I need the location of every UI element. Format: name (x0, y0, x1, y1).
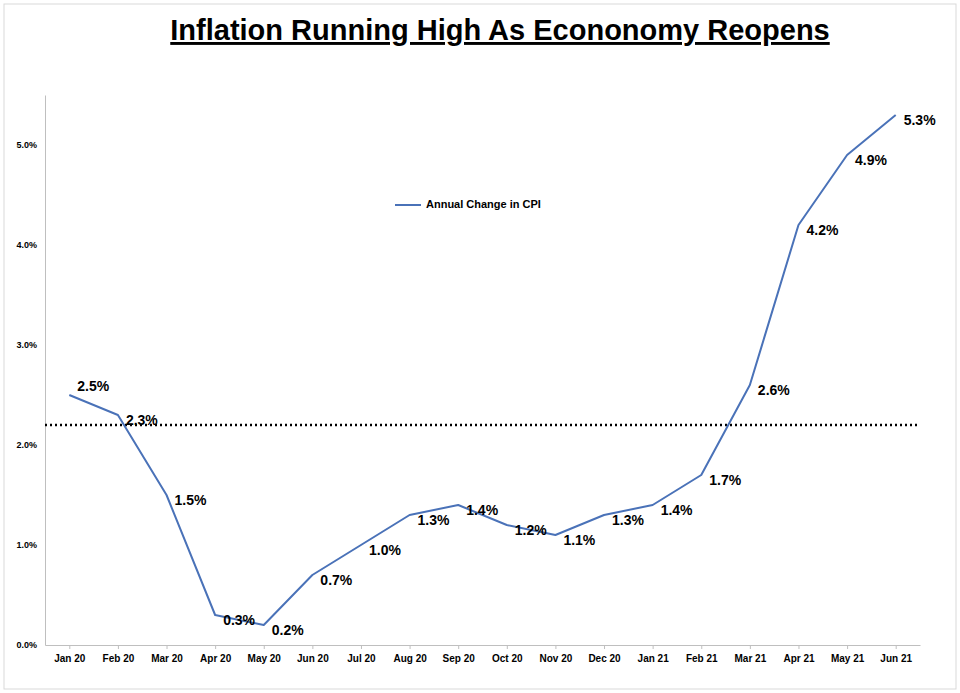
x-tick-label: Oct 20 (492, 653, 523, 664)
y-tick-label: 4.0% (16, 240, 37, 250)
legend: Annual Change in CPI (395, 198, 541, 210)
data-label: 0.2% (272, 622, 304, 638)
y-tick: 3.0% (16, 340, 45, 350)
x-tick-label: Jan 20 (54, 653, 86, 664)
x-tick-label: Dec 20 (588, 653, 621, 664)
legend-label: Annual Change in CPI (426, 198, 541, 210)
x-tick-label: May 21 (831, 653, 865, 664)
x-tick-mark (750, 645, 751, 649)
x-tick: Aug 20 (393, 645, 427, 664)
x-tick-mark (458, 645, 459, 649)
y-tick: 5.0% (16, 140, 45, 150)
data-label: 4.9% (855, 152, 887, 168)
series-line (69, 115, 895, 625)
legend-entry: Annual Change in CPI (395, 198, 541, 210)
x-tick: Jul 20 (347, 645, 376, 664)
data-label: 1.4% (661, 502, 693, 518)
y-tick: 1.0% (16, 540, 45, 550)
x-tick-label: Nov 20 (540, 653, 573, 664)
data-label: 0.7% (320, 572, 352, 588)
x-tick: Mar 20 (151, 645, 183, 664)
x-tick-label: Mar 21 (735, 653, 767, 664)
x-tick-label: Jun 20 (297, 653, 329, 664)
x-tick-label: Feb 21 (686, 653, 718, 664)
x-tick-mark (896, 645, 897, 649)
x-tick-mark (847, 645, 848, 649)
legend-swatch (395, 204, 421, 206)
x-tick-mark (701, 645, 702, 649)
x-tick-mark (410, 645, 411, 649)
data-label: 0.3% (223, 612, 255, 628)
x-tick: Jun 20 (297, 645, 329, 664)
x-axis-line (46, 645, 921, 646)
data-label: 1.5% (175, 492, 207, 508)
x-tick-mark (555, 645, 556, 649)
x-tick-label: Sep 20 (443, 653, 476, 664)
chart-frame (4, 4, 956, 689)
data-label: 1.3% (418, 512, 450, 528)
data-labels: 2.5% 2.3% 1.5% 0.3% 0.2% 0.7% 1.0% 1.3% 1.4% 1.2%… (77, 112, 936, 638)
y-axis-line (45, 96, 46, 646)
x-tick-mark (167, 645, 168, 649)
x-tick-mark (798, 645, 799, 649)
title: Inflation Running High As Econonomy Reop… (170, 14, 829, 46)
x-tick: Feb 20 (103, 645, 135, 664)
y-tick: 0.0% (16, 640, 45, 650)
chart: Inflation Running High As Econonomy Reop… (0, 0, 960, 693)
data-label: 4.2% (806, 222, 838, 238)
y-tick-label: 0.0% (16, 640, 37, 650)
x-tick-label: Mar 20 (151, 653, 183, 664)
data-label: 1.1% (563, 532, 595, 548)
y-axis: 0.0% 1.0% 2.0% 3.0% 4.0% 5.0% (16, 96, 45, 651)
x-tick-mark (653, 645, 654, 649)
x-tick-mark (507, 645, 508, 649)
x-tick: Dec 20 (588, 645, 621, 664)
x-tick: Mar 21 (735, 645, 767, 664)
y-tick-label: 5.0% (16, 140, 37, 150)
x-tick: May 20 (248, 645, 282, 664)
x-tick: Jan 21 (638, 645, 670, 664)
data-label: 1.3% (612, 512, 644, 528)
data-label: 1.7% (709, 472, 741, 488)
x-tick-label: Apr 21 (783, 653, 815, 664)
x-tick: Nov 20 (540, 645, 573, 664)
x-tick-label: Apr 20 (200, 653, 232, 664)
data-label: 1.2% (515, 522, 547, 538)
x-tick: May 21 (831, 645, 865, 664)
data-label: 2.6% (758, 382, 790, 398)
x-tick-mark (604, 645, 605, 649)
data-label: 2.5% (77, 378, 109, 394)
x-tick-label: Feb 20 (103, 653, 135, 664)
data-label: 1.4% (466, 502, 498, 518)
x-axis: Jan 20 Feb 20 Mar 20 Apr 20 May 20 Jun 20 Jul … (46, 645, 921, 664)
x-tick: Apr 20 (200, 645, 232, 664)
data-label: 2.3% (126, 412, 158, 428)
plot-area (45, 115, 920, 625)
x-tick-label: Jan 21 (638, 653, 670, 664)
y-tick: 4.0% (16, 240, 45, 250)
x-tick: Feb 21 (686, 645, 718, 664)
x-tick-label: Jul 20 (347, 653, 376, 664)
reference-line (45, 424, 920, 427)
x-tick: Oct 20 (492, 645, 523, 664)
x-tick-mark (361, 645, 362, 649)
x-tick-label: Jun 21 (880, 653, 912, 664)
x-tick-label: May 20 (248, 653, 282, 664)
x-tick-mark (69, 645, 70, 649)
x-tick-mark (312, 645, 313, 649)
x-tick: Jun 21 (880, 645, 912, 664)
y-tick-label: 3.0% (16, 340, 37, 350)
y-tick: 2.0% (16, 440, 45, 450)
y-tick-label: 2.0% (16, 440, 37, 450)
x-tick-label: Aug 20 (393, 653, 427, 664)
x-tick: Sep 20 (443, 645, 476, 664)
x-tick-mark (118, 645, 119, 649)
x-tick: Jan 20 (54, 645, 86, 664)
data-label: 5.3% (904, 112, 936, 128)
x-tick: Apr 21 (783, 645, 815, 664)
data-label: 1.0% (369, 542, 401, 558)
x-tick-mark (215, 645, 216, 649)
x-tick-mark (264, 645, 265, 649)
y-tick-label: 1.0% (16, 540, 37, 550)
